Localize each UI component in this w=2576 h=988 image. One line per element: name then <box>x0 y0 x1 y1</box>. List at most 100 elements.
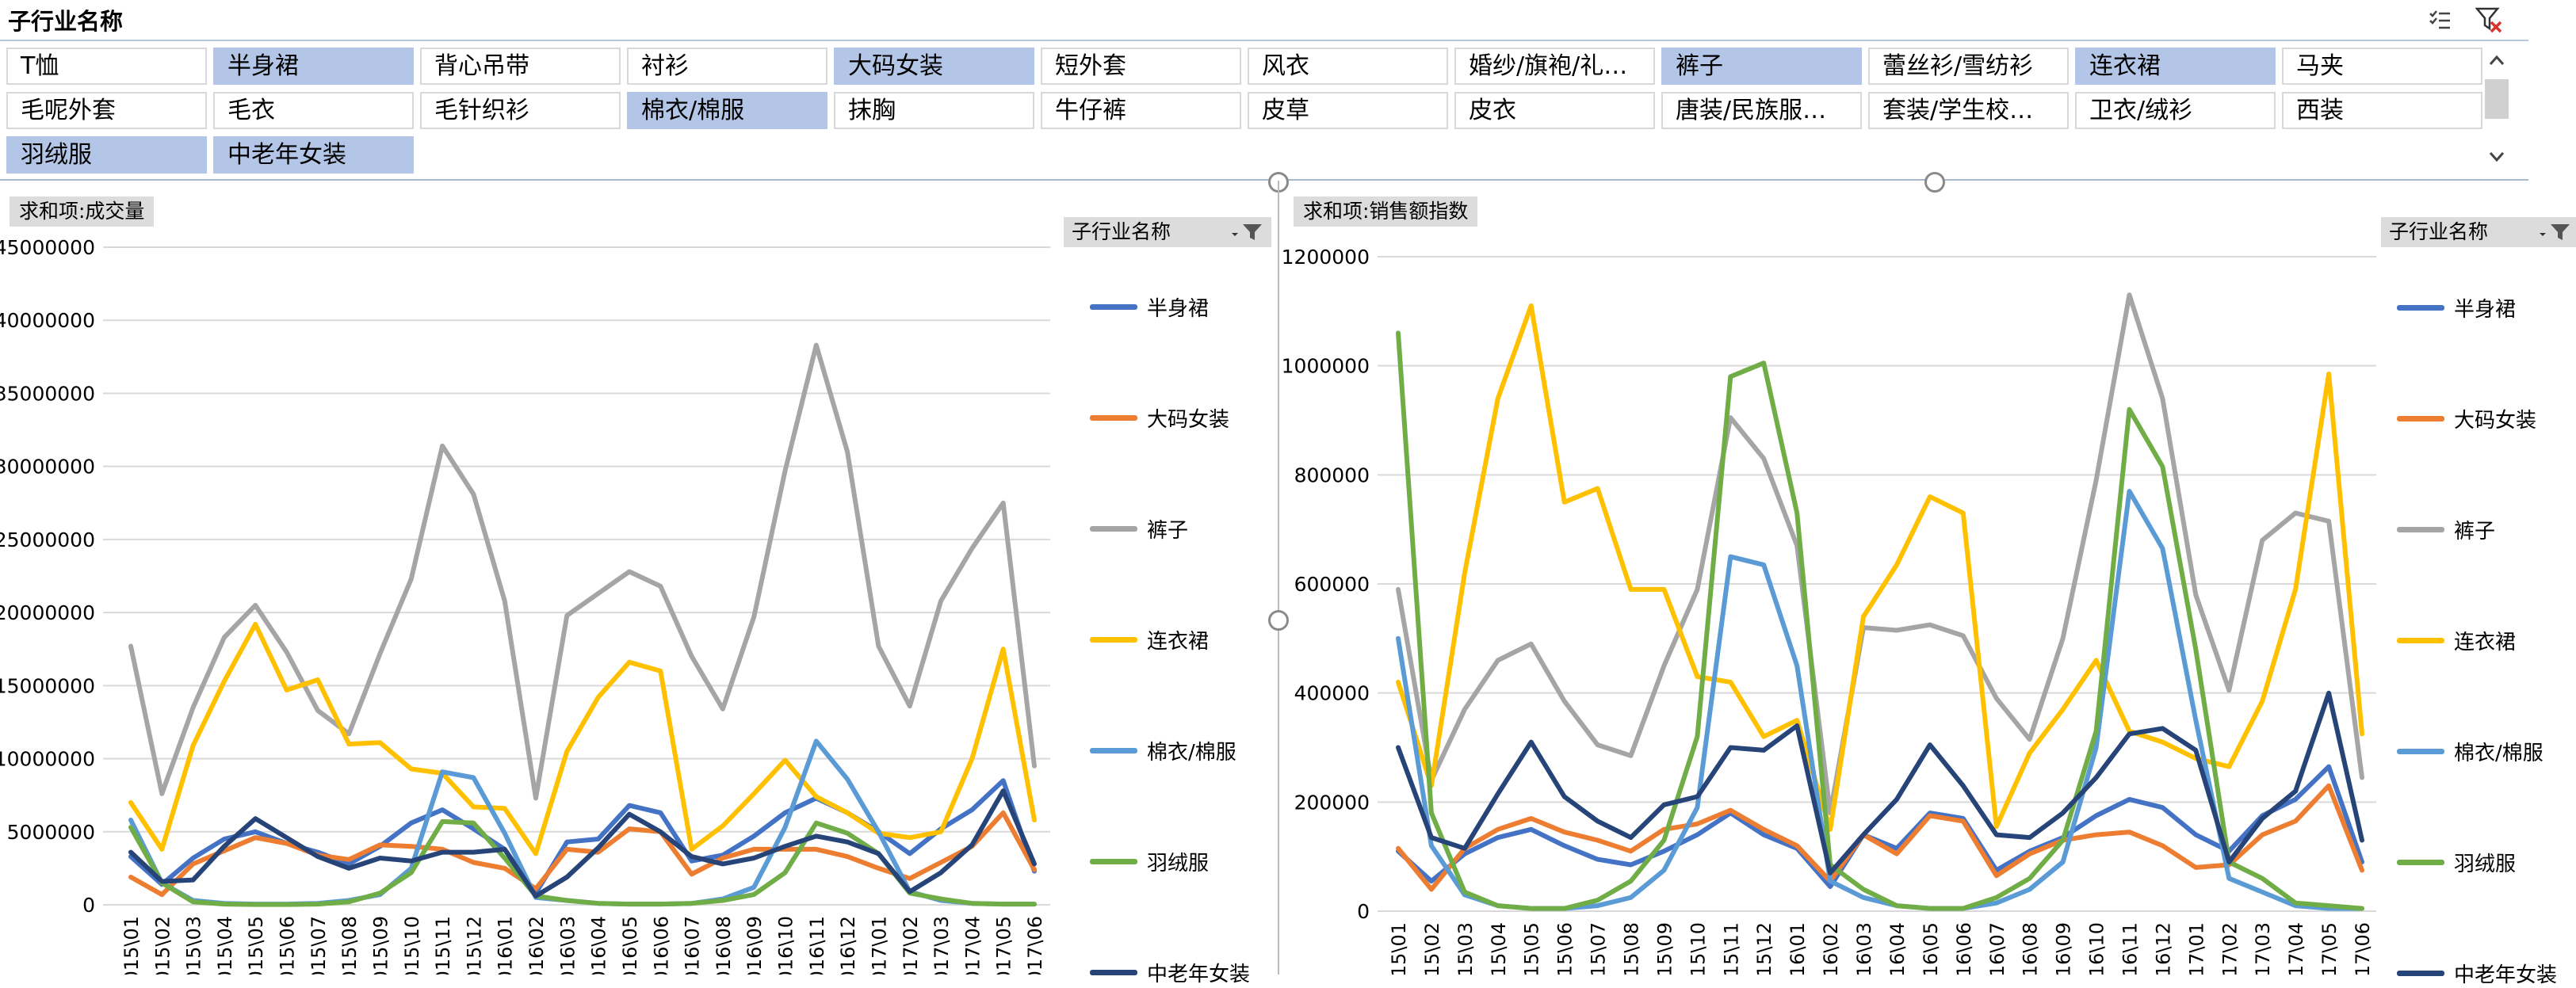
y-tick-label: 800000 <box>1294 463 1370 486</box>
slicer-scrollbar[interactable] <box>2482 46 2511 173</box>
industry-slicer: 子行业名称 T恤 半身裙 背心吊带 衬衫 大码女装 短外套 风衣 婚纱/旗袍/礼… 裤子 蕾丝衫/… <box>0 0 2528 181</box>
legend-item[interactable]: 棉衣/棉服 <box>1090 736 1236 765</box>
multi-select-icon[interactable] <box>2424 5 2456 35</box>
x-tick-label: 2015\07 <box>308 916 330 975</box>
slicer-item[interactable]: 半身裙 <box>213 48 414 85</box>
legend-label: 半身裙 <box>1147 297 1210 321</box>
slicer-item[interactable]: 唐装/民族服… <box>1661 92 1862 129</box>
x-tick-label: 2015\05 <box>245 916 267 975</box>
slicer-title: 子行业名称 <box>8 8 124 35</box>
scroll-down-icon[interactable] <box>2482 143 2511 171</box>
series-line[interactable] <box>1396 303 2364 832</box>
series-line[interactable] <box>128 788 1037 898</box>
slicer-item[interactable]: 短外套 <box>1041 48 1241 85</box>
legend-item[interactable]: 中老年女装 <box>1090 958 1250 987</box>
legend-item[interactable]: 棉衣/棉服 <box>2397 737 2544 766</box>
slicer-item[interactable]: 婚纱/旗袍/礼… <box>1454 48 1655 85</box>
slicer-item[interactable]: 羽绒服 <box>6 136 207 174</box>
slicer-item[interactable]: 毛针织衫 <box>420 92 621 129</box>
x-tick-label: 2015\06 <box>277 916 299 975</box>
slicer-item[interactable]: 背心吊带 <box>420 48 621 85</box>
y-tick-label: 25000000 <box>0 528 95 551</box>
series-line[interactable] <box>1396 292 2364 816</box>
series-line[interactable] <box>128 810 1037 898</box>
slicer-item[interactable]: 皮衣 <box>1454 92 1655 129</box>
filter-dropdown-icon[interactable] <box>1230 222 1265 242</box>
x-tick-label: 2015\05 <box>1521 922 1543 975</box>
scroll-up-icon[interactable] <box>2482 46 2511 74</box>
slicer-item[interactable]: 牛仔裤 <box>1041 92 1241 129</box>
x-tick-label: 2017\01 <box>2185 922 2207 975</box>
x-tick-label: 2016\04 <box>588 916 610 975</box>
series-line[interactable] <box>128 342 1037 801</box>
series-line[interactable] <box>128 621 1037 856</box>
legend-item[interactable]: 中老年女装 <box>2397 959 2557 988</box>
y-tick-label: 0 <box>1357 900 1370 923</box>
slicer-item[interactable]: 蕾丝衫/雪纺衫 <box>1868 48 2069 85</box>
legend-item[interactable]: 半身裙 <box>1090 292 1209 322</box>
slicer-header-divider <box>0 40 2528 41</box>
slicer-item[interactable]: 马夹 <box>2282 48 2482 85</box>
series-line[interactable] <box>1396 783 2364 892</box>
legend-item[interactable]: 裤子 <box>2397 515 2495 544</box>
x-tick-label: 2015\07 <box>1588 922 1610 975</box>
clear-filter-icon[interactable] <box>2473 5 2505 35</box>
y-tick-label: 45000000 <box>0 236 95 259</box>
legend-label: 连衣裙 <box>1147 630 1210 654</box>
x-tick-label: 2015\03 <box>183 916 205 975</box>
legend-title[interactable]: 子行业名称 <box>2381 217 2576 247</box>
legend-label: 连衣裙 <box>2454 631 2517 654</box>
x-tick-label: 2016\03 <box>556 916 579 975</box>
legend-item[interactable]: 大码女装 <box>1090 403 1229 433</box>
slicer-item[interactable]: 西装 <box>2282 92 2482 129</box>
x-tick-label: 2016\07 <box>682 916 704 975</box>
legend-label: 中老年女装 <box>1147 963 1251 986</box>
slicer-item[interactable]: 卫衣/绒衫 <box>2075 92 2276 129</box>
chart-resize-handle[interactable] <box>1268 610 1289 631</box>
slicer-item[interactable]: 中老年女装 <box>213 136 414 174</box>
legend-item[interactable]: 羽绒服 <box>2397 848 2516 877</box>
slicer-item[interactable]: 裤子 <box>1661 48 1862 85</box>
slicer-item[interactable]: 棉衣/棉服 <box>627 92 827 129</box>
y-tick-label: 40000000 <box>0 309 95 332</box>
x-tick-label: 2015\09 <box>369 916 392 975</box>
slicer-item[interactable]: 抹胸 <box>834 92 1034 129</box>
x-tick-label: 2016\12 <box>837 916 859 975</box>
slicer-item[interactable]: T恤 <box>6 48 207 85</box>
value-field-button[interactable]: 求和项:成交量 <box>10 196 155 227</box>
x-tick-label: 2016\01 <box>495 916 517 975</box>
value-field-button[interactable]: 求和项:销售额指数 <box>1294 196 1478 227</box>
slicer-item[interactable]: 毛衣 <box>213 92 414 129</box>
legend-item[interactable]: 羽绒服 <box>1090 847 1209 876</box>
x-tick-label: 2015\02 <box>1421 922 1443 975</box>
x-tick-label: 2017\03 <box>931 916 953 975</box>
scroll-thumb[interactable] <box>2485 79 2509 119</box>
legend-swatch <box>1090 637 1137 643</box>
legend-swatch <box>1090 859 1137 864</box>
slicer-item[interactable]: 风衣 <box>1248 48 1448 85</box>
legend-swatch <box>1090 526 1137 532</box>
x-tick-label: 2016\11 <box>2119 922 2141 975</box>
x-tick-label: 2016\09 <box>743 916 766 975</box>
series-line[interactable] <box>1396 690 2364 875</box>
x-tick-label: 2015\10 <box>401 916 423 975</box>
y-tick-label: 5000000 <box>7 821 95 844</box>
legend-swatch <box>2397 860 2444 865</box>
legend-item[interactable]: 连衣裙 <box>2397 626 2516 655</box>
chart-resize-handle[interactable] <box>1924 172 1945 193</box>
slicer-item[interactable]: 毛呢外套 <box>6 92 207 129</box>
slicer-item[interactable]: 皮草 <box>1248 92 1448 129</box>
slicer-item[interactable]: 衬衫 <box>627 48 827 85</box>
legend-item[interactable]: 裤子 <box>1090 514 1188 544</box>
y-tick-label: 200000 <box>1294 791 1370 814</box>
slicer-item[interactable]: 连衣裙 <box>2075 48 2276 85</box>
series-line[interactable] <box>1396 330 2364 911</box>
filter-dropdown-icon[interactable] <box>2538 222 2573 242</box>
slicer-item[interactable]: 大码女装 <box>834 48 1034 85</box>
legend-label: 大码女装 <box>1147 408 1230 432</box>
legend-item[interactable]: 大码女装 <box>2397 404 2536 433</box>
legend-title[interactable]: 子行业名称 <box>1064 217 1271 247</box>
legend-item[interactable]: 连衣裙 <box>1090 625 1209 654</box>
legend-item[interactable]: 半身裙 <box>2397 293 2516 322</box>
slicer-item[interactable]: 套装/学生校… <box>1868 92 2069 129</box>
